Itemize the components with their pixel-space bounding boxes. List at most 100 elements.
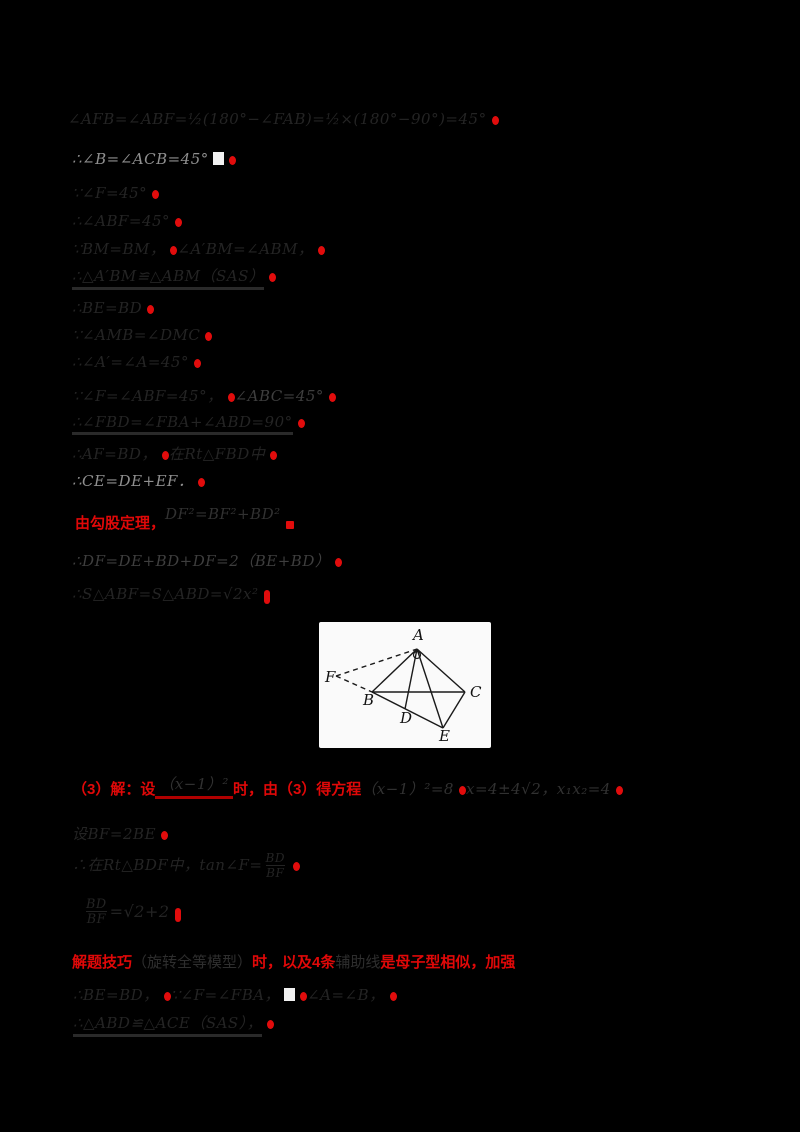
period-mark <box>163 992 171 1001</box>
math-segment: ∵BM=BM， <box>72 240 166 258</box>
figure-edge-ad <box>404 648 418 710</box>
math-segment: （x−1）²=8 <box>361 780 454 798</box>
math-segment: （x−1）² <box>155 773 233 799</box>
math-line: ∵BM=BM， ∠A′BM=∠ABM， <box>72 238 326 259</box>
vertex-angle-mark <box>412 650 422 660</box>
math-segment: ∠AFB=∠ABF=½(180°−∠FAB)=½×(180°−90°)=45° <box>68 110 487 128</box>
figure-label-f: F <box>324 668 336 686</box>
math-line: ∴BE=BD <box>72 299 155 317</box>
math-line: ∴∠A′=∠A=45° <box>72 353 201 371</box>
math-line: ∵∠F=45° <box>72 184 160 202</box>
figure-edge-ac <box>416 648 466 693</box>
math-segment: ∴∠ABF=45° <box>72 212 171 230</box>
period-mark <box>300 992 308 1001</box>
math-segment: 是母子型相似，加强 <box>380 954 516 971</box>
math-line: ∴∠B=∠ACB=45° <box>72 150 236 168</box>
math-segment: ∴S△ABF=S△ABD=√2x² <box>72 585 259 603</box>
period-mark <box>458 786 466 795</box>
math-segment: （旋转全等模型） <box>132 954 253 971</box>
math-segment: ∴在Rt△BDF中，tan∠F= <box>72 855 263 874</box>
math-line: ∵∠AMB=∠DMC <box>72 326 213 344</box>
period-mark <box>263 590 270 604</box>
period-mark <box>161 451 169 460</box>
period-mark <box>267 1020 275 1029</box>
math-segment: ∴△A′BM≌△ABM（SAS） <box>72 267 265 285</box>
math-line: ∴△ABD≌△ACE（SAS）， <box>73 1012 275 1034</box>
figure-label-e: E <box>438 727 450 745</box>
period-mark <box>193 359 201 368</box>
period-mark <box>174 907 181 922</box>
math-segment: 设BF=2BE <box>72 825 157 843</box>
figure-edge-ae <box>416 648 444 729</box>
period-mark <box>227 393 235 402</box>
figure-label-b: B <box>362 691 374 709</box>
fraction: BD BF <box>86 897 107 928</box>
math-line: ∴DF=DE+BD+DF=2（BE+BD） <box>72 550 343 571</box>
math-segment: ∴DF=DE+BD+DF=2（BE+BD） <box>72 552 331 570</box>
figure-edge-fa <box>335 648 418 677</box>
period-mark <box>175 218 183 227</box>
period-mark <box>297 419 305 428</box>
math-segment: x=4±4√2，x₁x₂=4 <box>465 780 611 798</box>
highlight-square <box>212 152 224 165</box>
figure-edge-ab <box>371 648 418 693</box>
math-segment: ∵∠F=45° <box>72 184 148 202</box>
period-mark <box>615 786 623 795</box>
figure-label-a: A <box>411 626 424 644</box>
period-mark <box>389 992 397 1001</box>
math-line: ∴在Rt△BDF中，tan∠F= BD BF <box>72 852 300 879</box>
figure-svg: A B C D E F <box>324 626 482 745</box>
period-mark <box>270 451 278 460</box>
period-mark <box>205 332 213 341</box>
math-line: ∴∠ABF=45° <box>72 212 183 230</box>
math-segment: 在Rt△FBD中 <box>168 445 266 463</box>
math-segment: ∴∠FBD=∠FBA+∠ABD=90° <box>72 413 293 431</box>
period-mark <box>491 116 499 125</box>
math-segment: ∵∠F=∠FBA， <box>170 986 281 1004</box>
fraction: BD BF <box>265 851 285 880</box>
math-line: ∠AFB=∠ABF=½(180°−∠FAB)=½×(180°−90°)=45° <box>68 110 499 128</box>
math-line: ∵∠F=∠ABF=45°， ∠ABC=45° <box>72 385 336 406</box>
math-segment: ∴∠B=∠ACB=45° <box>72 150 209 168</box>
math-segment: ∵∠AMB=∠DMC <box>72 326 201 344</box>
math-segment: ∠ABC=45° <box>234 387 324 405</box>
math-segment: DF²=BF²+BD² <box>165 505 281 523</box>
geometry-figure: A B C D E F <box>319 622 491 748</box>
period-mark <box>198 478 206 487</box>
period-mark <box>170 246 178 255</box>
figure-edge-ce <box>442 691 466 729</box>
period-mark <box>328 393 336 402</box>
figure-edge-be <box>371 691 444 729</box>
math-line: ∴∠FBD=∠FBA+∠ABD=90° <box>72 413 305 432</box>
math-line: 设BF=2BE <box>72 823 169 844</box>
math-segment: ∠A=∠B， <box>307 986 385 1004</box>
math-segment: 时，以及4条 <box>252 954 336 971</box>
math-line: ∴BE=BD， ∵∠F=∠FBA， ∠A=∠B， <box>73 984 397 1005</box>
math-segment: 解题技巧 <box>72 954 133 971</box>
technique-heading: 解题技巧（旋转全等模型）时，以及4条辅助线是母子型相似，加强 <box>72 951 515 972</box>
figure-label-c: C <box>470 683 482 701</box>
math-segment: ∴BE=BD <box>72 299 143 317</box>
math-segment: ∴CE=DE+EF． <box>72 472 194 490</box>
math-line: 由勾股定理，DF²=BF²+BD² <box>75 505 294 533</box>
figure-edge-fb <box>335 675 373 693</box>
math-segment: 由勾股定理， <box>75 515 166 532</box>
period-mark <box>152 190 160 199</box>
math-line: ∴AF=BD， 在Rt△FBD中 <box>72 443 278 464</box>
math-segment: 时，由（3）得方程 <box>232 781 362 798</box>
math-segment: ∵∠F=∠ABF=45°， <box>72 387 223 405</box>
math-line: BD BF =√2+2 <box>83 898 181 927</box>
math-segment: ∴△ABD≌△ACE（SAS）， <box>73 1014 263 1032</box>
math-line: ∴S△ABF=S△ABD=√2x² <box>72 585 270 604</box>
period-mark <box>269 273 277 282</box>
math-segment: ∠A′BM=∠ABM， <box>177 240 314 258</box>
solution-step-3-line: （3）解：设 （x−1）² 时，由（3）得方程（x−1）²=8 x=4±4√2，x₁x… <box>72 775 623 804</box>
period-mark <box>318 246 326 255</box>
math-segment: ∴AF=BD， <box>72 445 157 463</box>
math-segment: 辅助线 <box>335 954 381 971</box>
highlight-square <box>284 988 296 1001</box>
math-line: ∴△A′BM≌△ABM（SAS） <box>72 265 277 287</box>
math-segment: ∴∠A′=∠A=45° <box>72 353 189 371</box>
period-mark <box>147 305 155 314</box>
